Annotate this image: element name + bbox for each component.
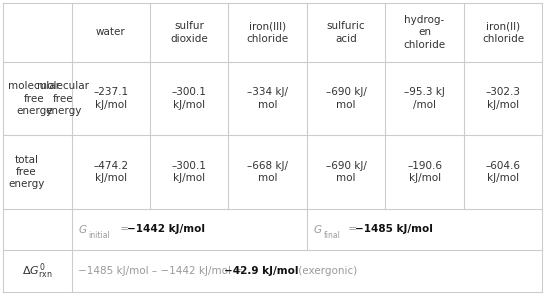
Text: –302.3
kJ/mol: –302.3 kJ/mol: [486, 87, 520, 110]
Text: sulfuric
acid: sulfuric acid: [327, 21, 366, 44]
Text: –237.1
kJ/mol: –237.1 kJ/mol: [93, 87, 129, 110]
Text: $G$: $G$: [313, 224, 323, 235]
Text: molecular
free
energy: molecular free energy: [37, 81, 89, 116]
Text: –604.6
kJ/mol: –604.6 kJ/mol: [486, 161, 520, 183]
Text: –190.6
kJ/mol: –190.6 kJ/mol: [407, 161, 442, 183]
Text: iron(III)
chloride: iron(III) chloride: [247, 21, 289, 44]
Text: initial: initial: [88, 232, 110, 240]
Text: –300.1
kJ/mol: –300.1 kJ/mol: [172, 87, 207, 110]
Text: $G$: $G$: [78, 224, 88, 235]
Text: sulfur
dioxide: sulfur dioxide: [171, 21, 208, 44]
Text: –474.2
kJ/mol: –474.2 kJ/mol: [93, 161, 129, 183]
Text: iron(II)
chloride: iron(II) chloride: [482, 21, 524, 44]
Text: −42.9 kJ/mol: −42.9 kJ/mol: [224, 266, 299, 276]
Text: total
free
energy: total free energy: [8, 155, 45, 189]
Text: −1442 kJ/mol: −1442 kJ/mol: [127, 224, 205, 235]
Text: –334 kJ/
mol: –334 kJ/ mol: [247, 87, 288, 110]
Text: $\Delta G^{0}_{\mathrm{rxn}}$: $\Delta G^{0}_{\mathrm{rxn}}$: [22, 261, 52, 281]
Text: hydrog-
en
chloride: hydrog- en chloride: [403, 15, 446, 50]
Text: final: final: [323, 232, 340, 240]
Text: –690 kJ/
mol: –690 kJ/ mol: [326, 87, 367, 110]
Text: −1485 kJ/mol – −1442 kJ/mol =: −1485 kJ/mol – −1442 kJ/mol =: [78, 266, 246, 276]
Text: =: =: [345, 224, 360, 235]
Text: =: =: [117, 224, 132, 235]
Text: (exergonic): (exergonic): [295, 266, 358, 276]
Text: −1485 kJ/mol: −1485 kJ/mol: [355, 224, 433, 235]
Text: –668 kJ/
mol: –668 kJ/ mol: [247, 161, 288, 183]
Text: –95.3 kJ
/mol: –95.3 kJ /mol: [404, 87, 445, 110]
Text: water: water: [96, 27, 126, 37]
Text: –300.1
kJ/mol: –300.1 kJ/mol: [172, 161, 207, 183]
Text: –690 kJ/
mol: –690 kJ/ mol: [326, 161, 367, 183]
Text: molecular
free
energy: molecular free energy: [8, 81, 60, 116]
